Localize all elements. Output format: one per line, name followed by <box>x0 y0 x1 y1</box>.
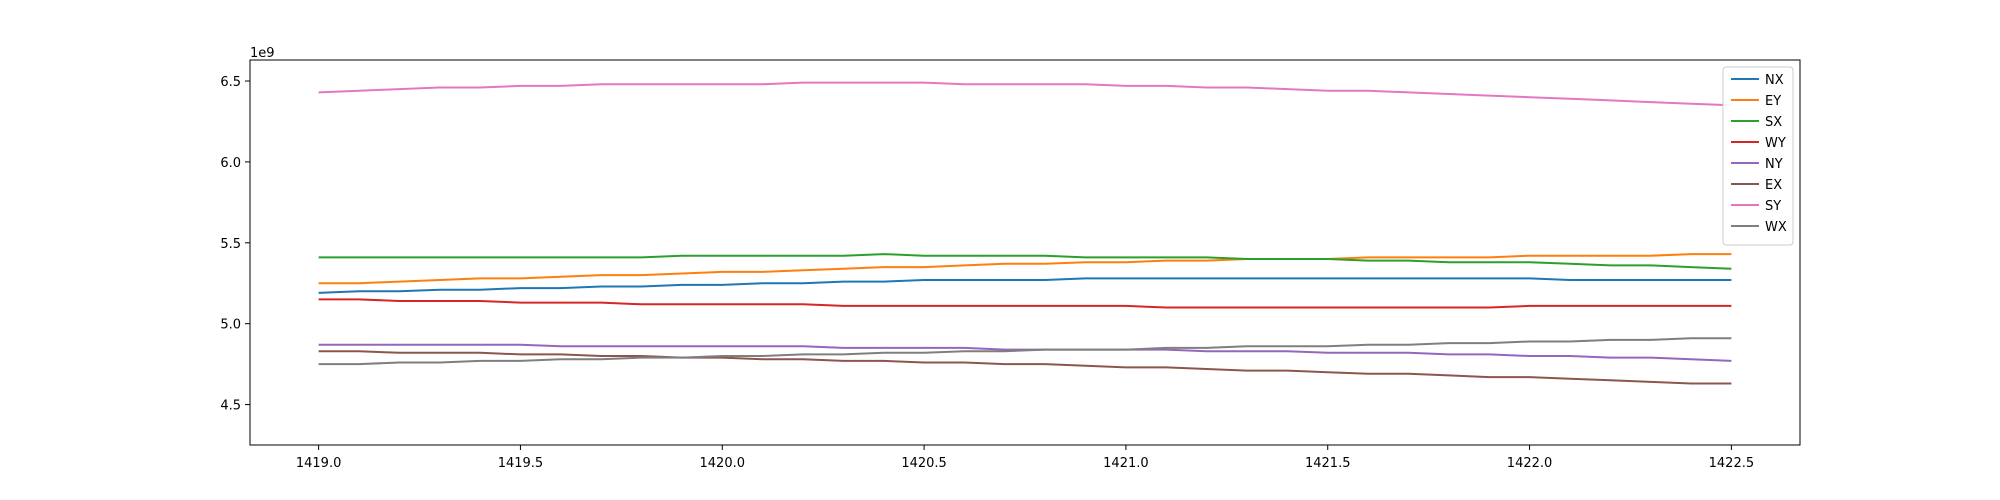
y-tick-label: 6.5 <box>220 75 241 90</box>
series-line-ex <box>318 350 1732 385</box>
x-tick-label: 1422.0 <box>1507 456 1553 471</box>
x-tick-label: 1420.5 <box>901 456 947 471</box>
axis-ticks: 1419.0 1419.5 1420.0 1420.5 1421.0 1421.5 1422… <box>220 75 1754 471</box>
legend-label-sx: SX <box>1765 115 1782 130</box>
legend-label-ey: EY <box>1765 94 1781 109</box>
axes-frame <box>249 59 1801 446</box>
legend-label-ny: NY <box>1765 157 1783 172</box>
x-tick-label: 1421.0 <box>1103 456 1149 471</box>
series-line-nx <box>318 277 1732 294</box>
legend-box <box>1722 66 1794 246</box>
legend-label-wy: WY <box>1765 136 1786 151</box>
series-line-wy <box>318 298 1732 309</box>
legend-label-ex: EX <box>1765 178 1782 193</box>
series-line-wx <box>318 337 1732 366</box>
plot-area <box>249 59 1801 446</box>
x-tick-label: 1421.5 <box>1305 456 1351 471</box>
legend: NX EY SX WY NY EX SY WX <box>1722 66 1794 246</box>
legend-label-nx: NX <box>1765 73 1784 88</box>
y-tick-label: 5.0 <box>220 318 241 333</box>
series-line-ey <box>318 253 1732 285</box>
y-offset-text: 1e9 <box>250 46 275 61</box>
x-tick-label: 1419.0 <box>296 456 342 471</box>
x-tick-label: 1420.0 <box>700 456 746 471</box>
x-tick-label: 1419.5 <box>498 456 544 471</box>
y-tick-label: 4.5 <box>220 399 241 414</box>
y-tick-label: 6.0 <box>220 156 241 171</box>
series-line-sy <box>318 81 1732 107</box>
legend-label-sy: SY <box>1765 199 1781 214</box>
x-tick-label: 1422.5 <box>1709 456 1755 471</box>
y-tick-label: 5.5 <box>220 237 241 252</box>
series-line-sx <box>318 253 1732 270</box>
legend-label-wx: WX <box>1765 220 1787 235</box>
